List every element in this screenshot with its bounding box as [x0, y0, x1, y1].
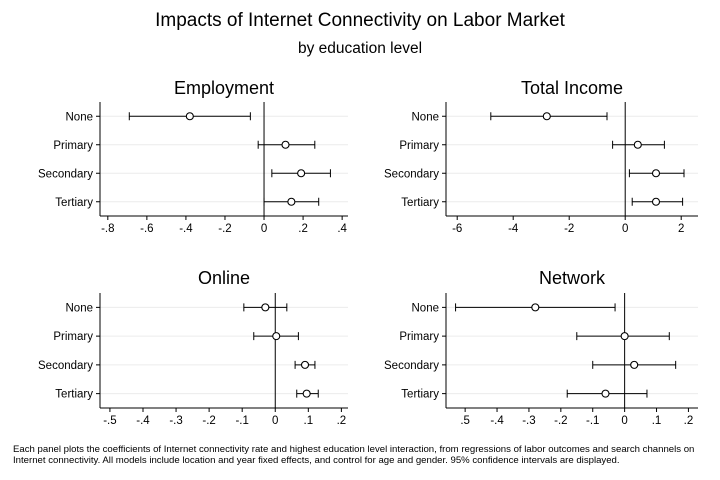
x-tick-label: -2 [564, 223, 574, 235]
x-tick-label: -.4 [179, 223, 193, 235]
estimate-point [281, 140, 290, 149]
charts-canvas: Employment None Primary Secondary Tertiary -.… [38, 78, 698, 427]
estimate-point [302, 389, 311, 398]
estimate-point [261, 303, 270, 312]
y-tick-label: Tertiary [401, 389, 439, 401]
estimate-point [633, 140, 642, 149]
y-tick-label: Secondary [384, 360, 439, 372]
x-tick-label: .2 [298, 223, 308, 235]
y-tick-label: None [412, 302, 440, 314]
panel-title: Network [539, 268, 606, 288]
x-tick-label: -.1 [586, 415, 599, 427]
panel-title: Employment [174, 78, 274, 98]
estimate-point [542, 112, 551, 121]
x-tick-label: -.2 [554, 415, 567, 427]
figure-title: Impacts of Internet Connectivity on Labo… [155, 10, 565, 31]
estimate-point [300, 360, 310, 369]
x-tick-label: 0 [272, 415, 278, 427]
x-tick-label: .2 [337, 415, 347, 427]
x-tick-label: 0 [622, 223, 628, 235]
y-tick-label: Tertiary [55, 389, 93, 401]
x-tick-label: 0 [261, 223, 267, 235]
x-tick-label: -6 [452, 223, 462, 235]
panel-title: Total Income [521, 78, 623, 98]
x-tick-label: -.5 [103, 415, 116, 427]
y-tick-label: Secondary [38, 360, 93, 372]
x-tick-label: .2 [684, 415, 694, 427]
panel-title: Online [198, 268, 250, 288]
x-tick-label: 2 [678, 223, 684, 235]
x-tick-label: .4 [337, 223, 347, 235]
estimate-point [620, 332, 629, 341]
y-tick-label: Secondary [38, 168, 93, 180]
y-tick-label: None [66, 111, 94, 123]
y-tick-label: Secondary [384, 168, 439, 180]
estimate-point [651, 169, 661, 178]
figure-subtitle: by education level [297, 40, 423, 57]
x-tick-label: -.3 [522, 415, 535, 427]
estimate-point [651, 197, 661, 206]
y-tick-label: None [412, 111, 440, 123]
y-tick-label: Primary [399, 140, 439, 152]
x-tick-label: -4 [508, 223, 519, 235]
y-tick-label: Tertiary [401, 197, 439, 209]
y-tick-label: None [66, 302, 94, 314]
estimate-point [531, 303, 540, 312]
y-tick-label: Primary [53, 331, 93, 343]
figure-note: Each panel plots the coefficients of Int… [13, 444, 695, 466]
x-tick-label: -.6 [140, 223, 153, 235]
estimate-point [185, 112, 194, 121]
estimate-point [601, 389, 610, 398]
y-tick-label: Primary [53, 140, 93, 152]
x-tick-label: .1 [304, 415, 314, 427]
estimate-point [297, 169, 306, 178]
x-tick-label: .1 [652, 415, 662, 427]
y-tick-label: Tertiary [55, 197, 93, 209]
x-tick-label: -.8 [101, 223, 114, 235]
estimate-point [287, 197, 296, 206]
x-tick-label: -.4 [136, 415, 150, 427]
y-tick-label: Primary [399, 331, 439, 343]
x-tick-label: -.3 [169, 415, 182, 427]
estimate-point [630, 360, 639, 369]
x-tick-label: -.1 [235, 415, 248, 427]
x-tick-label: -.2 [218, 223, 231, 235]
x-tick-label: -.2 [202, 415, 215, 427]
x-tick-label: .5 [460, 415, 470, 427]
x-tick-label: 0 [621, 415, 627, 427]
x-tick-label: -.4 [490, 415, 504, 427]
estimate-point [272, 332, 281, 341]
